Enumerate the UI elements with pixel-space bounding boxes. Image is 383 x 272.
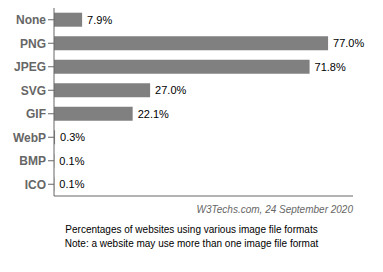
svg-text:0.1%: 0.1%: [59, 155, 84, 167]
svg-text:27.0%: 27.0%: [155, 84, 186, 96]
svg-text:7.9%: 7.9%: [87, 14, 112, 26]
svg-text:0.3%: 0.3%: [60, 131, 85, 143]
svg-text:JPEG: JPEG: [14, 60, 46, 74]
svg-text:BMP: BMP: [19, 154, 46, 168]
svg-text:WebP: WebP: [13, 131, 46, 145]
html-text:Percentages of websites using: Percentages of websites using various im…: [65, 224, 318, 235]
svg-text:ICO: ICO: [25, 178, 46, 192]
svg-text:71.8%: 71.8%: [315, 61, 346, 73]
html-text:Note: a website may use more t: Note: a website may use more than one im…: [64, 238, 319, 249]
svg-text:SVG: SVG: [21, 84, 46, 98]
svg-text:PNG: PNG: [20, 37, 46, 51]
svg-text:None: None: [16, 13, 46, 27]
html-text:W3Techs.com, 24 September 2020: W3Techs.com, 24 September 2020: [196, 204, 353, 215]
svg-text:22.1%: 22.1%: [138, 108, 169, 120]
svg-text:0.1%: 0.1%: [59, 178, 84, 190]
svg-text:GIF: GIF: [26, 107, 46, 121]
svg-text:77.0%: 77.0%: [333, 37, 364, 49]
